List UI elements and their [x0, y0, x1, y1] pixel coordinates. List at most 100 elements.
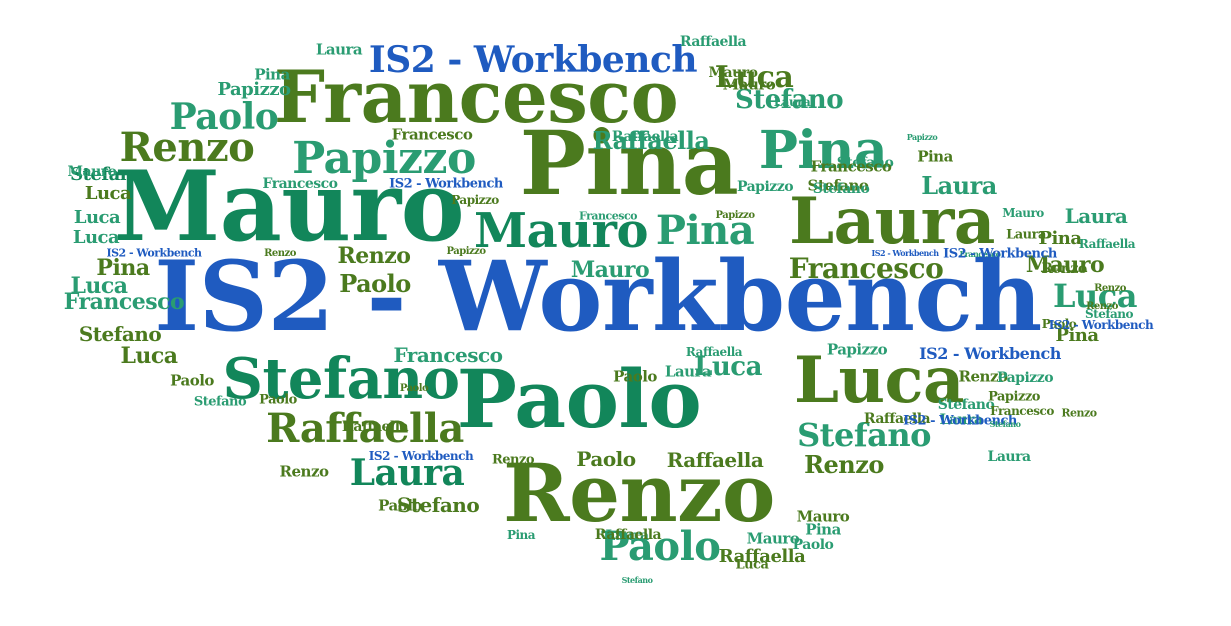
cloud-word: Paolo	[792, 537, 834, 553]
cloud-word: Papizzo	[446, 246, 486, 257]
cloud-word: Francesco	[788, 252, 944, 285]
cloud-word: Luca	[72, 227, 120, 248]
cloud-word: Raffaella	[666, 448, 764, 472]
cloud-word: Mauro	[708, 65, 758, 81]
cloud-word: Renzo	[804, 450, 884, 479]
cloud-word: Raffaella	[1078, 237, 1136, 251]
cloud-word: Luca	[694, 352, 762, 382]
cloud-word: Mauro	[722, 75, 776, 94]
cloud-word: Paolo	[576, 447, 636, 471]
cloud-word: Pina	[805, 520, 841, 539]
cloud-word: IS2 - Workbench	[389, 176, 503, 192]
cloud-word: Laura	[349, 452, 465, 494]
cloud-word: Stefano	[734, 85, 844, 115]
cloud-word: Papizzo	[217, 79, 291, 100]
cloud-word: Mauro	[796, 507, 850, 526]
cloud-word: Raffaella	[863, 411, 931, 427]
cloud-word: Laura	[605, 528, 649, 544]
cloud-word: Laura	[1064, 204, 1128, 228]
cloud-word: Papizzo	[715, 210, 755, 221]
cloud-word: Raffaella	[592, 126, 710, 155]
cloud-word: Stefano	[70, 164, 144, 185]
cloud-word: Raffaella	[679, 34, 747, 50]
cloud-word: Raffaella	[685, 345, 743, 359]
cloud-word: Francesco	[579, 209, 637, 223]
cloud-word: Renzo	[1061, 406, 1097, 420]
cloud-word: Renzo	[1041, 261, 1087, 277]
cloud-word: Papizzo	[988, 389, 1040, 405]
cloud-word: IS2 - Workbench	[368, 449, 474, 463]
cloud-word: Paolo	[378, 496, 422, 515]
cloud-word: Pina	[917, 147, 953, 166]
cloud-word: Pina	[655, 207, 755, 254]
cloud-word: Francesco	[959, 249, 1001, 259]
cloud-word: Raffaella	[341, 419, 409, 435]
cloud-word: Laura	[1006, 227, 1046, 243]
cloud-word: Luca	[120, 343, 178, 369]
cloud-word: Mauro	[67, 164, 117, 180]
cloud-word: Stefano	[807, 176, 869, 195]
cloud-word: IS2 - Workbench	[106, 246, 202, 260]
cloud-word: Stefano	[812, 181, 870, 197]
cloud-word: Raffaella	[718, 546, 806, 567]
cloud-word: Stefano	[989, 419, 1021, 429]
cloud-word: Stefano	[836, 155, 894, 171]
cloud-word: Renzo	[491, 452, 535, 468]
cloud-word: IS2 - Workbench	[943, 246, 1057, 262]
cloud-word: Mauro	[474, 203, 648, 259]
cloud-word: Luca	[1053, 277, 1137, 315]
cloud-word: Mauro	[1002, 206, 1044, 220]
cloud-word: Renzo	[264, 248, 296, 259]
cloud-word: Pina	[519, 111, 739, 215]
cloud-word: Laura	[315, 40, 363, 59]
cloud-word: Pina	[96, 255, 150, 281]
cloud-word: Stefano	[396, 493, 480, 517]
cloud-word: Mauro	[1025, 252, 1105, 278]
cloud-word: Pina	[758, 120, 888, 181]
cloud-word: IS2 - Workbench	[154, 240, 1042, 353]
cloud-word: Stefano	[78, 322, 162, 346]
cloud-word: Francesco	[63, 289, 185, 315]
cloud-word: Laura	[921, 171, 997, 200]
cloud-word: Paolo	[599, 523, 721, 570]
cloud-word: Laura	[664, 362, 712, 381]
cloud-word: Renzo	[1094, 283, 1126, 294]
cloud-word: Luca	[70, 273, 128, 299]
cloud-word: IS2 - Workbench	[1048, 318, 1154, 332]
cloud-word: Laura	[987, 449, 1031, 465]
cloud-word: Papizzo	[906, 132, 938, 142]
cloud-word: Papizzo	[736, 179, 794, 195]
cloud-word: Papizzo	[292, 133, 476, 184]
cloud-word: Papizzo	[826, 340, 888, 359]
cloud-word: IS2 - Workbench	[903, 413, 1017, 429]
cloud-word: Papizzo	[451, 193, 499, 207]
cloud-word: Francesco	[990, 404, 1054, 418]
cloud-word: Francesco	[393, 343, 503, 367]
cloud-word: Renzo	[337, 243, 411, 269]
cloud-word: Stefano	[222, 346, 460, 412]
cloud-word: Mauro	[113, 150, 465, 263]
cloud-word: Luca	[714, 60, 794, 95]
cloud-word: Renzo	[958, 367, 1008, 386]
cloud-word: Francesco	[391, 125, 473, 144]
cloud-word: Luca	[84, 183, 132, 204]
cloud-word: Paolo	[170, 371, 214, 390]
cloud-word: Paolo	[399, 383, 429, 394]
cloud-word: IS2 - Workbench	[368, 39, 698, 81]
cloud-word: IS2 - Workbench	[919, 344, 1061, 363]
cloud-word: Renzo	[279, 462, 329, 481]
cloud-word: Stefano	[193, 394, 247, 410]
cloud-word: Paolo	[456, 352, 702, 446]
cloud-word: Pina	[1055, 325, 1099, 346]
cloud-word: Stefano	[937, 397, 995, 413]
cloud-word: Raffaella	[594, 527, 662, 543]
cloud-word: Luca	[794, 343, 964, 418]
cloud-word: Renzo	[119, 124, 255, 171]
cloud-word: Francesco	[262, 176, 339, 192]
cloud-word: Pina	[254, 65, 290, 84]
cloud-word: Mauro	[570, 257, 650, 283]
cloud-word: Raffaella	[266, 405, 464, 452]
cloud-word: Laura	[939, 412, 983, 428]
cloud-word: Paolo	[613, 367, 657, 386]
